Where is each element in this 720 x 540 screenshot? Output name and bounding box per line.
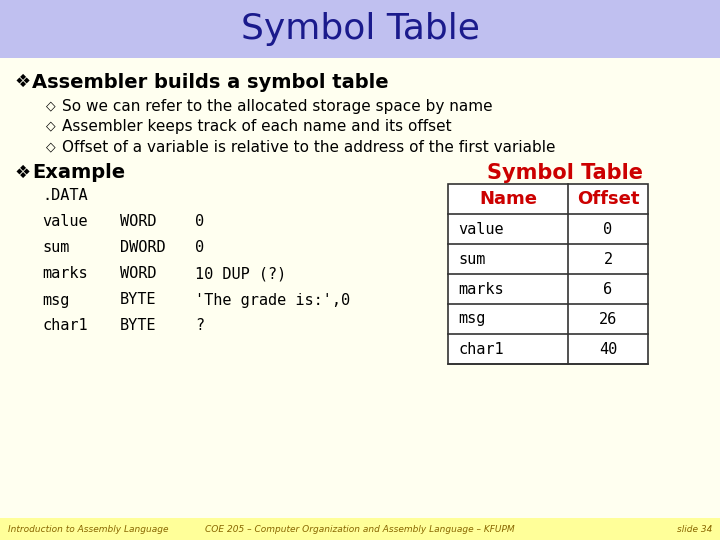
Text: ◇: ◇ [46,99,55,112]
Text: WORD: WORD [120,267,156,281]
Text: Assembler keeps track of each name and its offset: Assembler keeps track of each name and i… [62,118,451,133]
Text: char1: char1 [42,319,88,334]
Text: msg: msg [42,293,69,307]
Bar [448,184,648,364]
Bar [448,184,648,364]
Text: DWORD: DWORD [120,240,166,255]
Text: Example: Example [32,164,125,183]
Text: 0: 0 [195,214,204,230]
Text: Symbol Table: Symbol Table [487,163,643,183]
Text: Symbol Table: Symbol Table [240,12,480,46]
Text: 0: 0 [195,240,204,255]
Text: ?: ? [195,319,204,334]
Text: Assembler builds a symbol table: Assembler builds a symbol table [32,72,389,91]
Text: char1: char1 [458,341,503,356]
Text: COE 205 – Computer Organization and Assembly Language – KFUPM: COE 205 – Computer Organization and Asse… [205,524,515,534]
Text: sum: sum [458,252,485,267]
Text: value: value [42,214,88,230]
Text: BYTE: BYTE [120,293,156,307]
Text: value: value [458,221,503,237]
Text: BYTE: BYTE [120,319,156,334]
Text: .DATA: .DATA [42,188,88,204]
Bar [0,0,720,58]
Text: msg: msg [458,312,485,327]
Text: slide 34: slide 34 [677,524,712,534]
Text: 'The grade is:',0: 'The grade is:',0 [195,293,350,307]
Text: marks: marks [458,281,503,296]
Text: Name: Name [479,190,537,208]
Text: 2: 2 [603,252,613,267]
Text: Introduction to Assembly Language: Introduction to Assembly Language [8,524,168,534]
Text: Offset: Offset [577,190,639,208]
Text: 6: 6 [603,281,613,296]
Text: sum: sum [42,240,69,255]
Text: Offset of a variable is relative to the address of the first variable: Offset of a variable is relative to the … [62,139,556,154]
Text: WORD: WORD [120,214,156,230]
Bar [0,518,720,540]
Text: 10 DUP (?): 10 DUP (?) [195,267,287,281]
Text: So we can refer to the allocated storage space by name: So we can refer to the allocated storage… [62,98,492,113]
Text: 26: 26 [599,312,617,327]
Text: 0: 0 [603,221,613,237]
Text: 40: 40 [599,341,617,356]
Text: ◇: ◇ [46,140,55,153]
Text: ❖: ❖ [14,164,30,182]
Text: ❖: ❖ [14,73,30,91]
Text: ◇: ◇ [46,119,55,132]
Text: marks: marks [42,267,88,281]
